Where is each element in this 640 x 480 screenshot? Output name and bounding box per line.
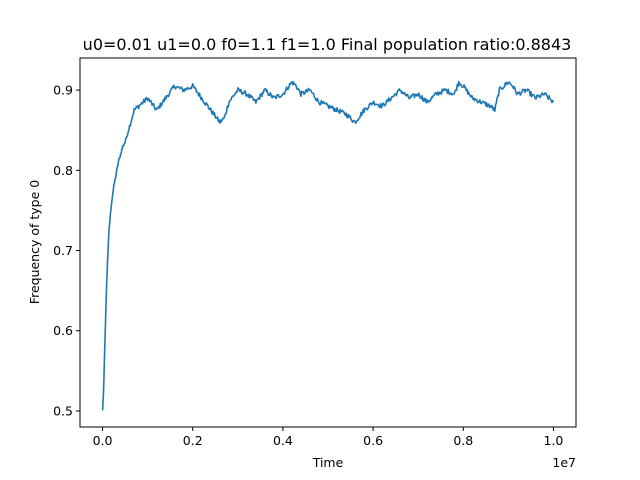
x-axis-label: Time <box>312 455 344 470</box>
x-tick-label: 0.4 <box>273 433 293 448</box>
x-offset-label: 1e7 <box>552 455 576 470</box>
x-tick-label: 0.6 <box>363 433 383 448</box>
axes-ticks: 0.0 0.2 0.4 0.6 0.8 1.0 0.5 0.6 0.7 0.8 0.9 <box>53 83 563 448</box>
y-tick-label: 0.9 <box>53 83 73 98</box>
x-tick-label: 0.0 <box>93 433 113 448</box>
axes-frame <box>79 57 577 428</box>
x-tick-label: 0.2 <box>183 433 203 448</box>
x-tick-label: 1.0 <box>544 433 564 448</box>
y-tick-label: 0.6 <box>53 323 73 338</box>
series-line <box>101 80 555 411</box>
plot-area <box>101 80 555 411</box>
y-tick-label: 0.8 <box>53 163 73 178</box>
y-tick-label: 0.5 <box>53 403 73 418</box>
y-tick-label: 0.7 <box>53 243 73 258</box>
y-axis-label: Frequency of type 0 <box>27 180 42 304</box>
chart-title: u0=0.01 u1=0.0 f0=1.1 f1=1.0 Final popul… <box>83 35 572 54</box>
x-tick-label: 0.8 <box>453 433 473 448</box>
